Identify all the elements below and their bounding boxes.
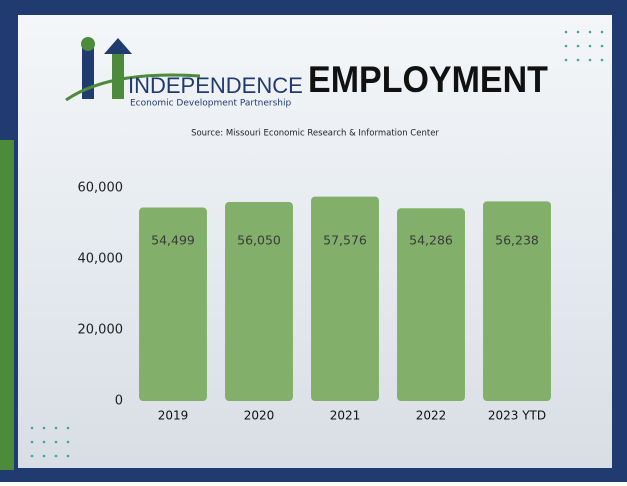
x-tick-label: 2021 xyxy=(330,409,361,423)
x-tick-label: 2022 xyxy=(416,409,447,423)
logo xyxy=(65,37,201,102)
bar xyxy=(139,207,207,401)
x-tick-label: 2023 YTD xyxy=(488,409,546,423)
x-tick-label: 2019 xyxy=(158,409,189,423)
logo-dot xyxy=(81,37,95,51)
bar xyxy=(397,208,465,401)
y-tick-label: 40,000 xyxy=(78,252,124,267)
value-label: 56,238 xyxy=(495,233,539,248)
side-stripe xyxy=(0,140,14,470)
chart-subtitle: Source: Missouri Economic Research & Inf… xyxy=(191,129,439,139)
chart-title: EMPLOYMENT xyxy=(308,58,548,100)
logo-arrow xyxy=(104,38,132,54)
logo-mark xyxy=(112,52,124,99)
logo-mark xyxy=(82,44,94,99)
y-tick-label: 60,000 xyxy=(78,181,124,196)
logo-swoosh xyxy=(65,73,201,102)
value-label: 56,050 xyxy=(237,233,281,248)
logo-subtitle: Economic Development Partnership xyxy=(130,99,291,109)
bar xyxy=(483,201,551,401)
y-tick-label: 20,000 xyxy=(78,323,124,338)
y-tick-label: 0 xyxy=(115,394,123,409)
value-label: 57,576 xyxy=(323,233,367,248)
x-tick-label: 2020 xyxy=(244,409,275,423)
bar xyxy=(311,196,379,401)
value-label: 54,499 xyxy=(151,233,195,248)
value-label: 54,286 xyxy=(409,233,453,248)
decor-dots xyxy=(30,30,604,458)
bar xyxy=(225,202,293,401)
logo-name: INDEPENDENCE xyxy=(128,73,303,98)
